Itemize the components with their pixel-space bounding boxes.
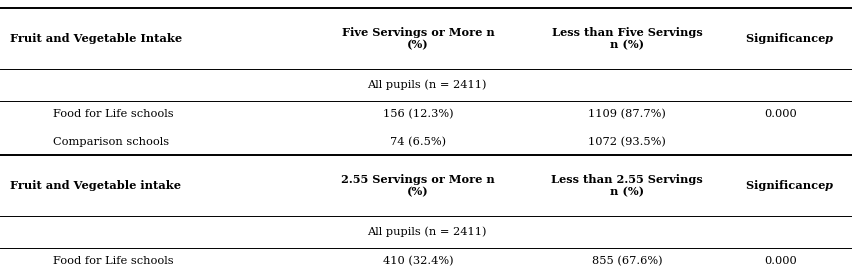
Text: Fruit and Vegetable intake: Fruit and Vegetable intake xyxy=(10,180,181,191)
Text: Food for Life schools: Food for Life schools xyxy=(53,256,173,267)
Text: 410 (32.4%): 410 (32.4%) xyxy=(383,256,452,267)
Text: p: p xyxy=(824,180,832,191)
Text: Five Servings or More n
(%): Five Servings or More n (%) xyxy=(341,27,494,50)
Text: 2.55 Servings or More n
(%): 2.55 Servings or More n (%) xyxy=(341,174,494,197)
Text: 74 (6.5%): 74 (6.5%) xyxy=(389,137,446,147)
Text: Fruit and Vegetable Intake: Fruit and Vegetable Intake xyxy=(10,33,182,44)
Text: Significance: Significance xyxy=(746,33,829,44)
Text: 0.000: 0.000 xyxy=(763,109,796,120)
Text: Less than Five Servings
n (%): Less than Five Servings n (%) xyxy=(551,27,701,50)
Text: Significance: Significance xyxy=(746,180,829,191)
Text: Food for Life schools: Food for Life schools xyxy=(53,109,173,120)
Text: 156 (12.3%): 156 (12.3%) xyxy=(383,109,452,120)
Text: All pupils (n = 2411): All pupils (n = 2411) xyxy=(366,227,486,237)
Text: p: p xyxy=(824,33,832,44)
Text: Less than 2.55 Servings
n (%): Less than 2.55 Servings n (%) xyxy=(550,174,702,197)
Text: 0.000: 0.000 xyxy=(763,256,796,267)
Text: Comparison schools: Comparison schools xyxy=(53,137,169,147)
Text: 855 (67.6%): 855 (67.6%) xyxy=(591,256,661,267)
Text: 1072 (93.5%): 1072 (93.5%) xyxy=(587,137,665,147)
Text: 1109 (87.7%): 1109 (87.7%) xyxy=(587,109,665,120)
Text: All pupils (n = 2411): All pupils (n = 2411) xyxy=(366,80,486,90)
